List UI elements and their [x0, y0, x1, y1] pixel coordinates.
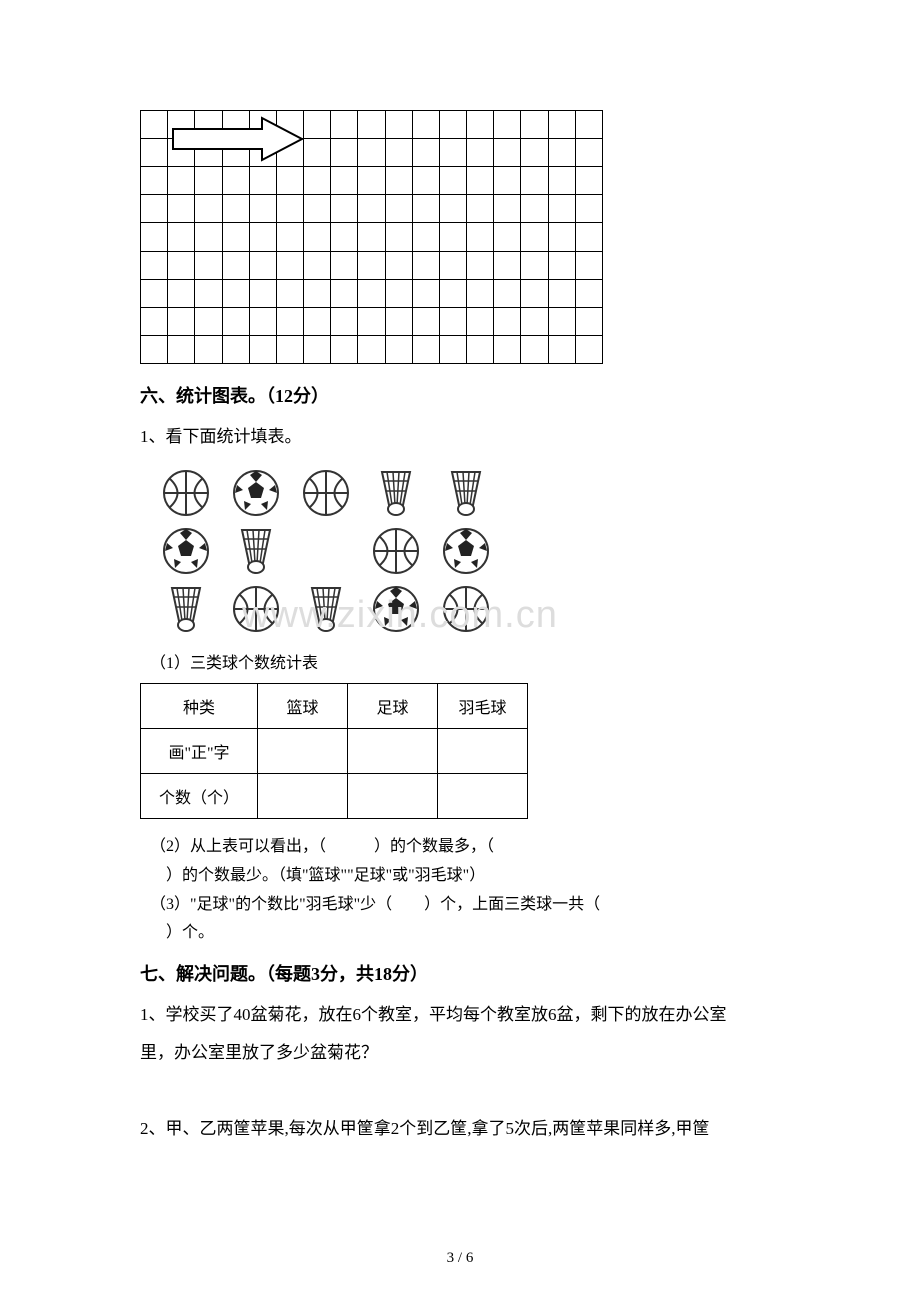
section7-q1-line1: 1、学校买了40盆菊花，放在6个教室，平均每个教室放6盆，剩下的放在办公室: [140, 1000, 790, 1030]
header-shuttlecock: 羽毛球: [438, 684, 528, 729]
cell-empty: [258, 729, 348, 774]
section6-sub2-line2: ）的个数最少。（填"篮球""足球"或"羽毛球"）: [150, 862, 790, 891]
cell-empty: [438, 729, 528, 774]
spacer: [140, 1076, 790, 1114]
cell-empty: [258, 774, 348, 819]
soccer-icon: [160, 525, 212, 577]
ball-row: [160, 525, 790, 577]
section7-q2: 2、甲、乙两筐苹果,每次从甲筐拿2个到乙筐,拿了5次后,两筐苹果同样多,甲筐: [140, 1114, 790, 1144]
table-header-row: 种类 篮球 足球 羽毛球: [141, 684, 528, 729]
header-type: 种类: [141, 684, 258, 729]
section7-q1-line2: 里，办公室里放了多少盆菊花？: [140, 1038, 790, 1068]
shuttlecock-icon: [440, 467, 492, 519]
cell-empty: [438, 774, 528, 819]
section6-sub3-line1: （3）"足球"的个数比"羽毛球"少（ ）个，上面三类球一共（: [150, 891, 790, 920]
row2-label: 个数（个）: [141, 774, 258, 819]
row1-label: 画"正"字: [141, 729, 258, 774]
space: [300, 525, 352, 577]
shuttlecock-icon: [160, 583, 212, 635]
table-row-tally: 画"正"字: [141, 729, 528, 774]
section6-sub2-line1: （2）从上表可以看出，（ ）的个数最多，（: [150, 833, 790, 862]
header-soccer: 足球: [348, 684, 438, 729]
section6-q1: 1、看下面统计填表。: [140, 422, 790, 447]
section6-sub1: （1）三类球个数统计表: [150, 649, 790, 673]
shuttlecock-icon: [370, 467, 422, 519]
soccer-icon: [230, 467, 282, 519]
watermark-text: www.zixin.com.cn: [242, 594, 558, 637]
table-row-count: 个数（个）: [141, 774, 528, 819]
section6-sub3-line2: ）个。: [150, 919, 790, 948]
section7-title: 七、解决问题。（每题3分，共18分）: [140, 960, 790, 986]
basketball-icon: [300, 467, 352, 519]
ball-row: [160, 467, 790, 519]
section6-title: 六、统计图表。（12分）: [140, 382, 790, 408]
cell-empty: [348, 729, 438, 774]
grid-drawing-area: [140, 110, 603, 364]
basketball-icon: [160, 467, 212, 519]
statistics-table: 种类 篮球 足球 羽毛球 画"正"字 个数（个）: [140, 683, 528, 819]
header-basketball: 篮球: [258, 684, 348, 729]
basketball-icon: [370, 525, 422, 577]
arrow-shape: [170, 116, 305, 162]
shuttlecock-icon: [230, 525, 282, 577]
cell-empty: [348, 774, 438, 819]
soccer-icon: [440, 525, 492, 577]
balls-illustration: www.zixin.com.cn: [160, 467, 790, 635]
page-number: 3 / 6: [447, 1250, 474, 1267]
